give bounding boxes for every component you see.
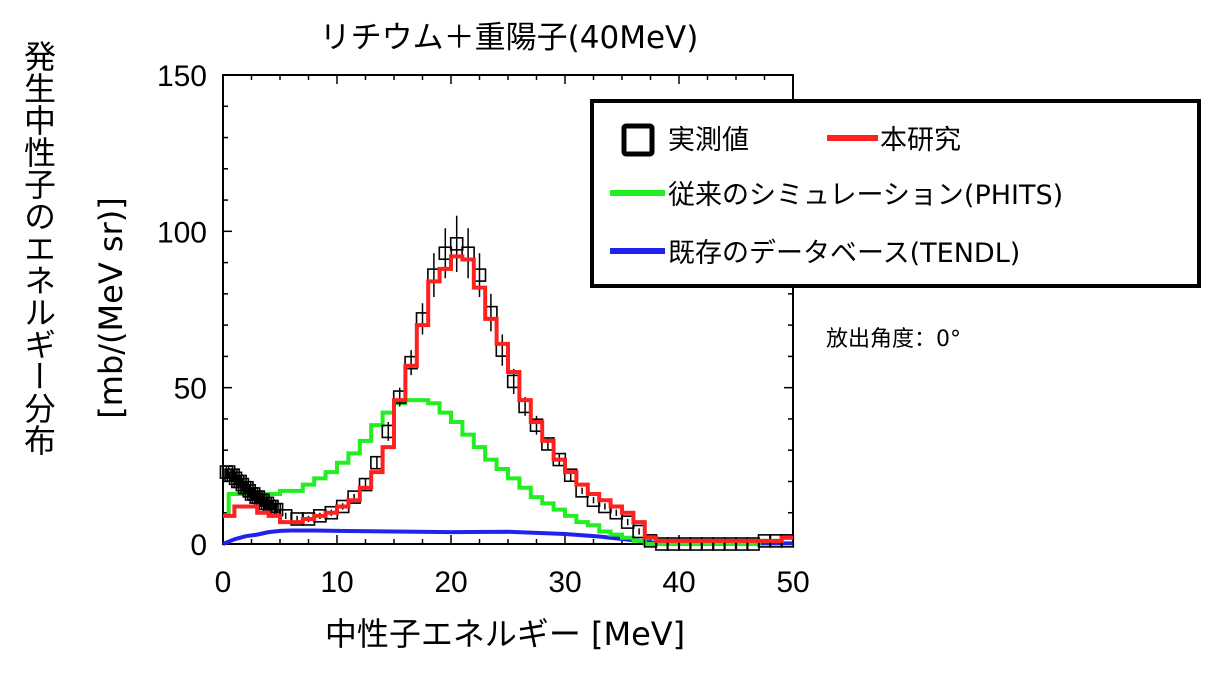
data-point <box>265 499 279 514</box>
legend-frame <box>590 99 1201 288</box>
y-tick-label: 0 <box>190 529 207 562</box>
legend-marker-measured <box>621 123 655 157</box>
y-axis-label-unit: [mb/(MeV sr)] <box>92 197 130 418</box>
y-tick-label: 150 <box>157 60 207 93</box>
y-tick-label: 100 <box>157 216 207 249</box>
legend-label-this-study: 本研究 <box>880 125 961 156</box>
legend-label-measured: 実測値 <box>668 125 749 156</box>
series-layer <box>219 215 795 551</box>
x-tick-label: 10 <box>320 566 353 599</box>
x-tick-label: 0 <box>215 566 232 599</box>
emission-angle-annotation: 放出角度：0° <box>826 327 961 352</box>
data-point <box>449 237 464 251</box>
x-tick-label: 40 <box>662 566 695 599</box>
series-1 <box>223 254 793 543</box>
tick-labels: 0 10 20 30 40 50 0 50 100 150 <box>157 60 810 599</box>
plot-area <box>219 74 795 551</box>
x-axis-label: 中性子エネルギー [MeV] <box>325 615 685 653</box>
x-tick-label: 20 <box>434 566 467 599</box>
legend-label-phits: 従来のシミュレーション(PHITS) <box>668 180 1063 211</box>
x-tick-label: 30 <box>548 566 581 599</box>
y-tick-label: 50 <box>174 373 207 406</box>
series-line <box>223 398 793 546</box>
chart-title: リチウム＋重陽子(40MeV) <box>320 20 699 56</box>
legend: 実測値 本研究 従来のシミュレーション(PHITS) 既存のデータベース(TEN… <box>590 99 1201 288</box>
x-tick-label: 50 <box>776 566 809 599</box>
series-2 <box>223 398 793 546</box>
series-line <box>223 254 793 543</box>
legend-label-tendl: 既存のデータベース(TENDL) <box>668 238 1020 269</box>
y-axis-label-main: 発生中性子のエネルギー分布 <box>19 40 57 456</box>
data-point <box>438 246 453 261</box>
